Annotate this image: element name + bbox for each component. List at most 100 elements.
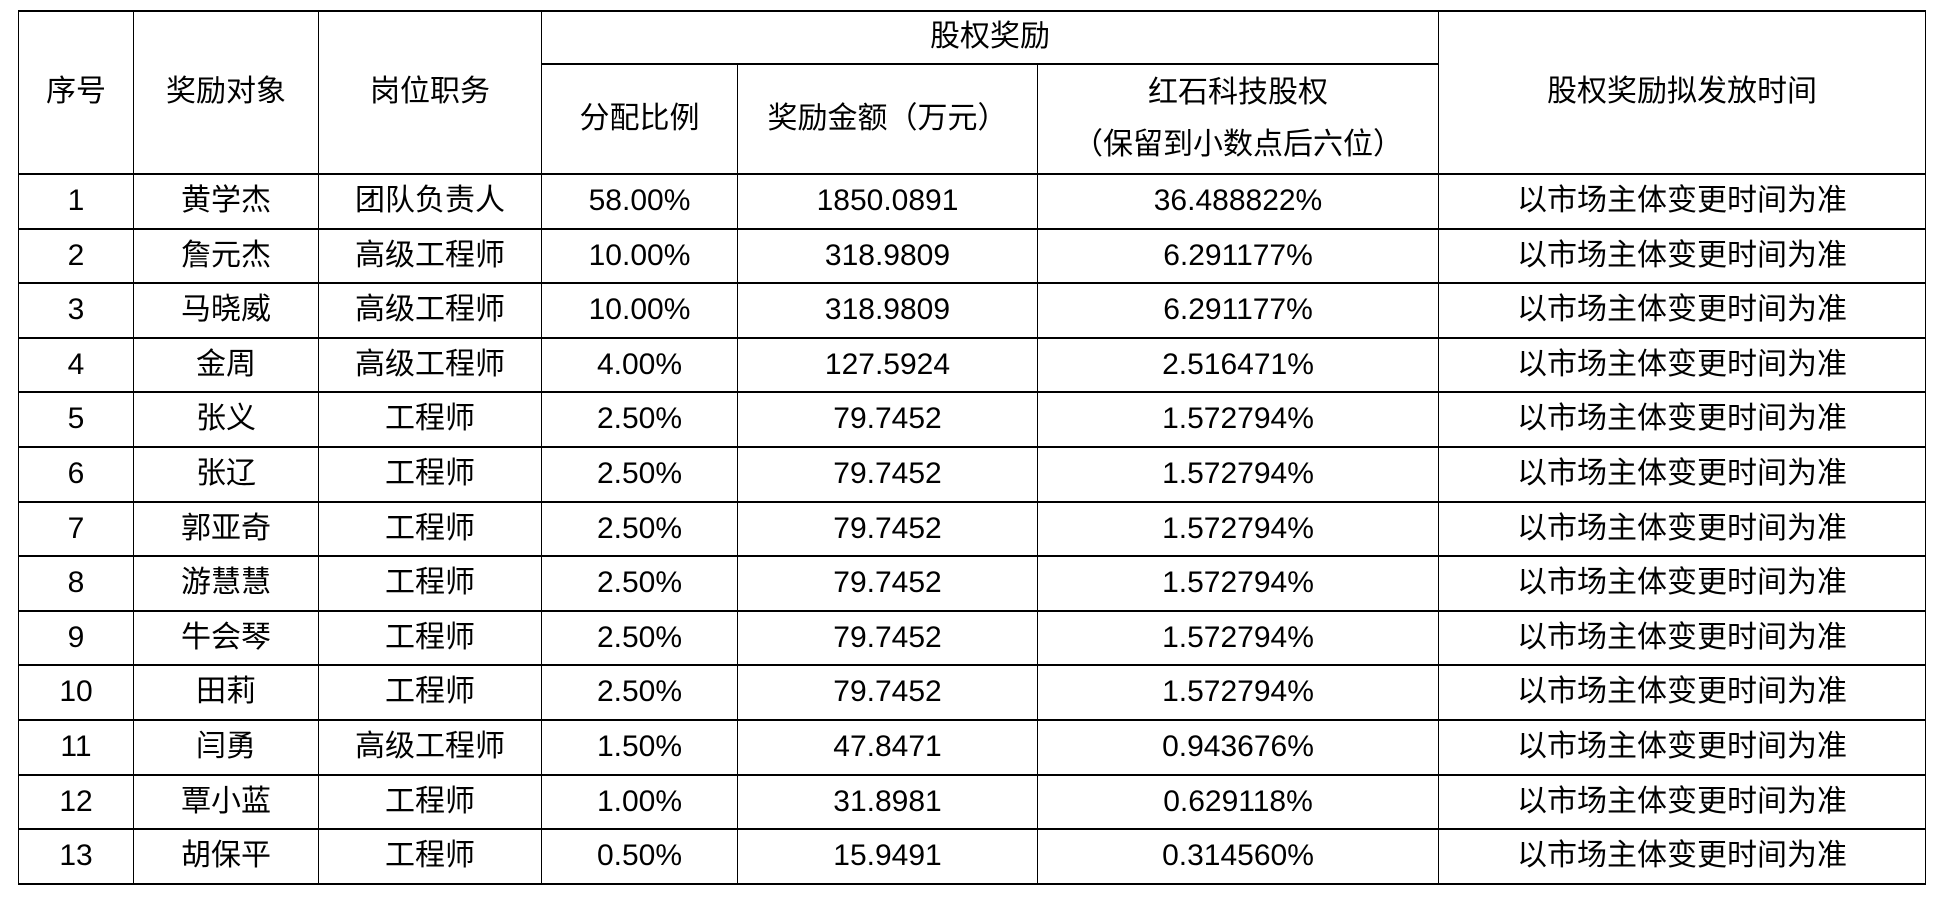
cell-position: 高级工程师 <box>318 336 542 394</box>
header-row-sub: 分配比例 奖励金额（万元） 红石科技股权 （保留到小数点后六位） <box>19 63 1926 175</box>
table-row: 1 黄学杰 团队负责人 58.00% 1850.0891 36.488822% … <box>18 173 1927 230</box>
cell-position: 工程师 <box>318 828 542 885</box>
cell-index: 13 <box>18 828 134 885</box>
table-row: 9 牛会琴 工程师 2.50% 79.7452 1.572794% 以市场主体变… <box>18 609 1927 667</box>
cell-equity: 1.572794% <box>1036 664 1440 721</box>
table-row: 13 胡保平 工程师 0.50% 15.9491 0.314560% 以市场主体… <box>18 828 1927 885</box>
cell-time: 以市场主体变更时间为准 <box>1438 773 1927 831</box>
cell-time: 以市场主体变更时间为准 <box>1438 282 1927 339</box>
cell-index: 6 <box>18 445 134 503</box>
cell-index: 11 <box>18 718 134 776</box>
cell-ratio: 0.50% <box>541 828 738 885</box>
cell-equity: 6.291177% <box>1036 282 1440 339</box>
header-ratio: 分配比例 <box>541 63 738 175</box>
cell-equity: 0.314560% <box>1036 828 1440 885</box>
cell-amount: 1850.0891 <box>737 173 1038 230</box>
cell-amount: 79.7452 <box>737 391 1038 448</box>
cell-equity: 1.572794% <box>1036 391 1440 448</box>
cell-amount: 15.9491 <box>737 828 1038 885</box>
cell-recipient: 金周 <box>133 336 319 394</box>
header-equity-share: 红石科技股权 （保留到小数点后六位） <box>1036 63 1440 175</box>
cell-ratio: 58.00% <box>541 173 738 230</box>
cell-time: 以市场主体变更时间为准 <box>1438 555 1927 612</box>
cell-ratio: 2.50% <box>541 555 738 612</box>
cell-amount: 79.7452 <box>737 609 1038 667</box>
table-row: 4 金周 高级工程师 4.00% 127.5924 2.516471% 以市场主… <box>18 336 1927 394</box>
table-row: 10 田莉 工程师 2.50% 79.7452 1.572794% 以市场主体变… <box>18 664 1927 721</box>
cell-recipient: 闫勇 <box>133 718 319 776</box>
cell-ratio: 2.50% <box>541 391 738 448</box>
cell-recipient: 胡保平 <box>133 828 319 885</box>
cell-recipient: 田莉 <box>133 664 319 721</box>
cell-position: 工程师 <box>318 609 542 667</box>
cell-time: 以市场主体变更时间为准 <box>1438 227 1927 285</box>
cell-index: 5 <box>18 391 134 448</box>
header-equity-share-line1: 红石科技股权 <box>1148 75 1328 109</box>
cell-recipient: 覃小蓝 <box>133 773 319 831</box>
header-amount: 奖励金额（万元） <box>737 63 1038 175</box>
cell-ratio: 1.50% <box>541 718 738 776</box>
table-row: 5 张义 工程师 2.50% 79.7452 1.572794% 以市场主体变更… <box>18 391 1927 448</box>
cell-equity: 6.291177% <box>1036 227 1440 285</box>
cell-index: 8 <box>18 555 134 612</box>
cell-time: 以市场主体变更时间为准 <box>1438 828 1927 885</box>
cell-position: 团队负责人 <box>318 173 542 230</box>
cell-position: 高级工程师 <box>318 227 542 285</box>
cell-ratio: 2.50% <box>541 445 738 503</box>
cell-equity: 36.488822% <box>1036 173 1440 230</box>
cell-time: 以市场主体变更时间为准 <box>1438 718 1927 776</box>
cell-amount: 79.7452 <box>737 500 1038 558</box>
cell-ratio: 4.00% <box>541 336 738 394</box>
cell-recipient: 牛会琴 <box>133 609 319 667</box>
cell-ratio: 2.50% <box>541 664 738 721</box>
cell-index: 12 <box>18 773 134 831</box>
cell-equity: 1.572794% <box>1036 445 1440 503</box>
header-recipient: 奖励对象 <box>133 10 319 175</box>
cell-time: 以市场主体变更时间为准 <box>1438 500 1927 558</box>
cell-ratio: 10.00% <box>541 282 738 339</box>
header-index: 序号 <box>18 10 134 175</box>
cell-ratio: 2.50% <box>541 609 738 667</box>
cell-ratio: 1.00% <box>541 773 738 831</box>
cell-ratio: 10.00% <box>541 227 738 285</box>
header-time: 股权奖励拟发放时间 <box>1438 10 1927 175</box>
cell-index: 4 <box>18 336 134 394</box>
cell-equity: 1.572794% <box>1036 500 1440 558</box>
cell-amount: 31.8981 <box>737 773 1038 831</box>
cell-index: 9 <box>18 609 134 667</box>
cell-time: 以市场主体变更时间为准 <box>1438 664 1927 721</box>
cell-position: 工程师 <box>318 500 542 558</box>
cell-position: 工程师 <box>318 445 542 503</box>
cell-equity: 0.629118% <box>1036 773 1440 831</box>
cell-time: 以市场主体变更时间为准 <box>1438 445 1927 503</box>
cell-recipient: 游慧慧 <box>133 555 319 612</box>
header-row-group: 序号 奖励对象 岗位职务 股权奖励 股权奖励拟发放时间 <box>18 10 1927 175</box>
cell-index: 1 <box>18 173 134 230</box>
cell-equity: 2.516471% <box>1036 336 1440 394</box>
cell-ratio: 2.50% <box>541 500 738 558</box>
cell-equity: 0.943676% <box>1036 718 1440 776</box>
cell-amount: 79.7452 <box>737 555 1038 612</box>
table-row: 6 张辽 工程师 2.50% 79.7452 1.572794% 以市场主体变更… <box>18 445 1927 503</box>
cell-position: 工程师 <box>318 773 542 831</box>
table-row: 2 詹元杰 高级工程师 10.00% 318.9809 6.291177% 以市… <box>18 227 1927 285</box>
cell-position: 高级工程师 <box>318 718 542 776</box>
cell-amount: 318.9809 <box>737 282 1038 339</box>
cell-amount: 318.9809 <box>737 227 1038 285</box>
cell-recipient: 张义 <box>133 391 319 448</box>
cell-position: 工程师 <box>318 664 542 721</box>
cell-index: 7 <box>18 500 134 558</box>
cell-position: 工程师 <box>318 391 542 448</box>
equity-award-table-container: 序号 奖励对象 岗位职务 股权奖励 股权奖励拟发放时间 分配比例 奖励金额（万元… <box>18 10 1927 885</box>
cell-recipient: 詹元杰 <box>133 227 319 285</box>
table-row: 12 覃小蓝 工程师 1.00% 31.8981 0.629118% 以市场主体… <box>18 773 1927 831</box>
cell-recipient: 张辽 <box>133 445 319 503</box>
table-body: 1 黄学杰 团队负责人 58.00% 1850.0891 36.488822% … <box>18 173 1927 885</box>
header-equity-share-line2: （保留到小数点后六位） <box>1073 128 1403 161</box>
cell-recipient: 郭亚奇 <box>133 500 319 558</box>
equity-award-table: 序号 奖励对象 岗位职务 股权奖励 股权奖励拟发放时间 分配比例 奖励金额（万元… <box>18 10 1927 885</box>
cell-amount: 47.8471 <box>737 718 1038 776</box>
cell-amount: 127.5924 <box>737 336 1038 394</box>
cell-time: 以市场主体变更时间为准 <box>1438 609 1927 667</box>
table-row: 3 马晓威 高级工程师 10.00% 318.9809 6.291177% 以市… <box>18 282 1927 339</box>
